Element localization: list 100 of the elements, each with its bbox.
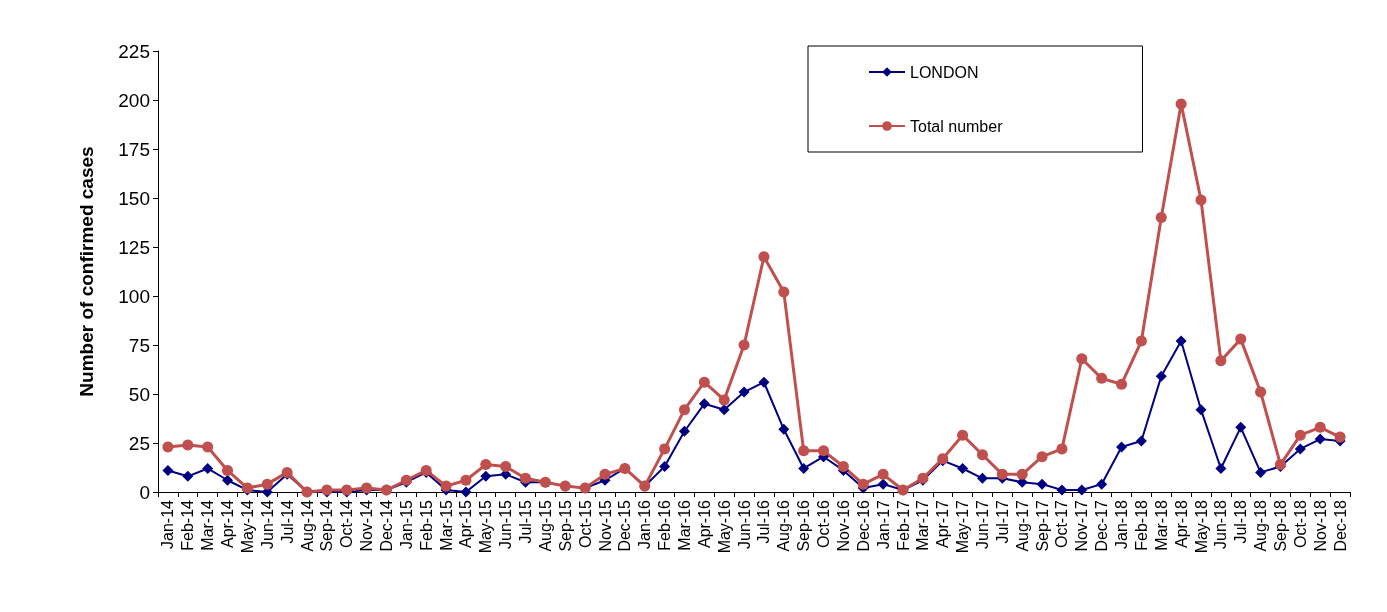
x-tick-label: Feb-17 [894,499,912,551]
x-tick-label: May-17 [954,499,972,554]
point [261,478,273,490]
x-tick-label: Nov-15 [596,499,614,552]
x-tick-label: Apr-16 [695,499,713,549]
legend-label: Total number [910,117,1004,135]
point [1096,478,1108,490]
y-tick-label: 200 [118,89,150,111]
point [202,441,214,453]
point [480,459,492,471]
y-tick-label: 100 [118,285,150,307]
point [659,443,671,455]
point [1116,441,1128,453]
x-tick-label: Dec-15 [616,499,634,552]
point [738,339,750,351]
point [877,478,889,490]
x-tick-label: Jan-18 [1113,499,1131,549]
point [1195,404,1207,416]
point [758,376,770,388]
point [778,286,790,298]
point [599,468,611,480]
point [1076,484,1088,496]
x-tick-label: Dec-18 [1331,499,1349,552]
x-tick-label: Sep-14 [318,499,336,552]
x-tick-label: Jun-14 [258,499,276,549]
x-tick-label: Sep-15 [556,499,574,552]
point [1155,370,1167,382]
x-tick-label: Mar-15 [437,499,455,551]
point [877,468,889,480]
x-tick-label: Apr-17 [934,499,952,549]
point [222,464,234,476]
x-tick-label: Mar-16 [675,499,693,551]
x-tick-label: Dec-16 [854,499,872,552]
point [182,439,194,451]
x-tick-label: May-15 [477,499,495,554]
x-tick-label: May-14 [238,499,256,554]
x-tick-label: Oct-15 [576,499,594,549]
x-tick-label: Nov-16 [834,499,852,552]
point [678,404,690,416]
point [1235,333,1247,345]
x-tick-label: Jan-17 [874,499,892,549]
point [1056,484,1068,496]
point [1195,194,1207,206]
point [857,478,869,490]
point [1215,462,1227,474]
point [1175,98,1187,110]
y-tick-label: 175 [118,138,150,160]
x-tick-label: Jun-16 [735,499,753,549]
x-tick-label: Feb-14 [179,499,197,551]
point [1135,335,1147,347]
point [996,468,1008,480]
y-tick-label: 0 [139,481,150,503]
x-tick-label: Mar-18 [1152,499,1170,551]
x-tick-label: Jan-15 [397,499,415,549]
point [678,425,690,437]
point [957,462,969,474]
point [1294,429,1306,441]
point [182,470,194,482]
point [222,474,234,486]
y-tick-label: 225 [118,40,150,62]
point [778,423,790,435]
x-tick-label: Oct-18 [1291,499,1309,549]
x-tick-label: Jul-14 [278,499,296,544]
x-tick-label: Apr-18 [1172,499,1190,549]
x-tick-label: Jul-17 [993,499,1011,544]
point [698,376,710,388]
point [460,486,472,498]
point [1314,433,1326,445]
x-tick-label: May-18 [1192,499,1210,554]
x-tick-label: Mar-17 [914,499,932,551]
x-tick-label: Aug-17 [1013,499,1031,552]
x-tick-label: Jan-14 [159,499,177,549]
point [202,462,214,474]
x-tick-label: Jul-18 [1232,499,1250,544]
x-tick-label: Jul-16 [755,499,773,544]
x-tick-label: Aug-15 [536,499,554,552]
point [1135,435,1147,447]
point [1096,372,1108,384]
point [1036,451,1048,463]
x-tick-label: Jun-15 [497,499,515,549]
x-tick-label: Feb-16 [656,499,674,551]
point [1036,478,1048,490]
point [976,449,988,461]
x-tick-label: Nov-17 [1073,499,1091,552]
x-tick-label: Jun-18 [1212,499,1230,549]
point [1255,386,1267,398]
x-tick-label: Aug-14 [298,499,316,552]
x-tick-label: Apr-14 [219,499,237,549]
x-tick-label: Sep-16 [795,499,813,552]
x-tick-label: Sep-18 [1271,499,1289,552]
point [480,470,492,482]
point [1255,466,1267,478]
point [818,445,830,457]
legend-label: LONDON [910,63,979,81]
y-tick-label: 50 [128,383,150,405]
point [1294,443,1306,455]
point [798,462,810,474]
x-tick-label: Jul-15 [517,499,535,544]
point [1235,421,1247,433]
point [162,441,174,453]
